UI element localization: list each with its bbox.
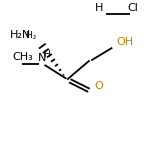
Text: H: H xyxy=(44,50,50,59)
Text: O: O xyxy=(94,81,103,91)
Text: H₂N: H₂N xyxy=(10,30,31,40)
Text: OH: OH xyxy=(116,37,133,47)
Text: Cl: Cl xyxy=(127,3,138,13)
Text: CH₃: CH₃ xyxy=(13,52,34,62)
Text: ₂: ₂ xyxy=(32,31,36,41)
Text: H: H xyxy=(95,3,103,13)
Text: H: H xyxy=(25,31,32,40)
Text: N: N xyxy=(37,53,46,63)
